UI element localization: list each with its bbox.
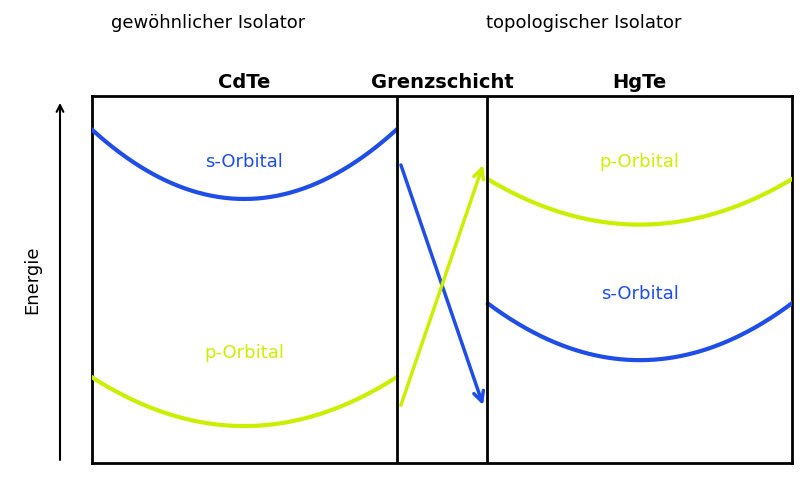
Text: p-Orbital: p-Orbital [204,344,284,362]
Text: Grenzschicht: Grenzschicht [370,73,514,92]
Text: HgTe: HgTe [613,73,667,92]
Text: gewöhnlicher Isolator: gewöhnlicher Isolator [111,14,305,32]
Text: s-Orbital: s-Orbital [206,153,283,171]
Text: Energie: Energie [23,245,41,314]
Text: p-Orbital: p-Orbital [600,153,680,171]
Text: s-Orbital: s-Orbital [601,285,678,303]
Text: topologischer Isolator: topologischer Isolator [486,14,682,32]
Text: CdTe: CdTe [218,73,270,92]
